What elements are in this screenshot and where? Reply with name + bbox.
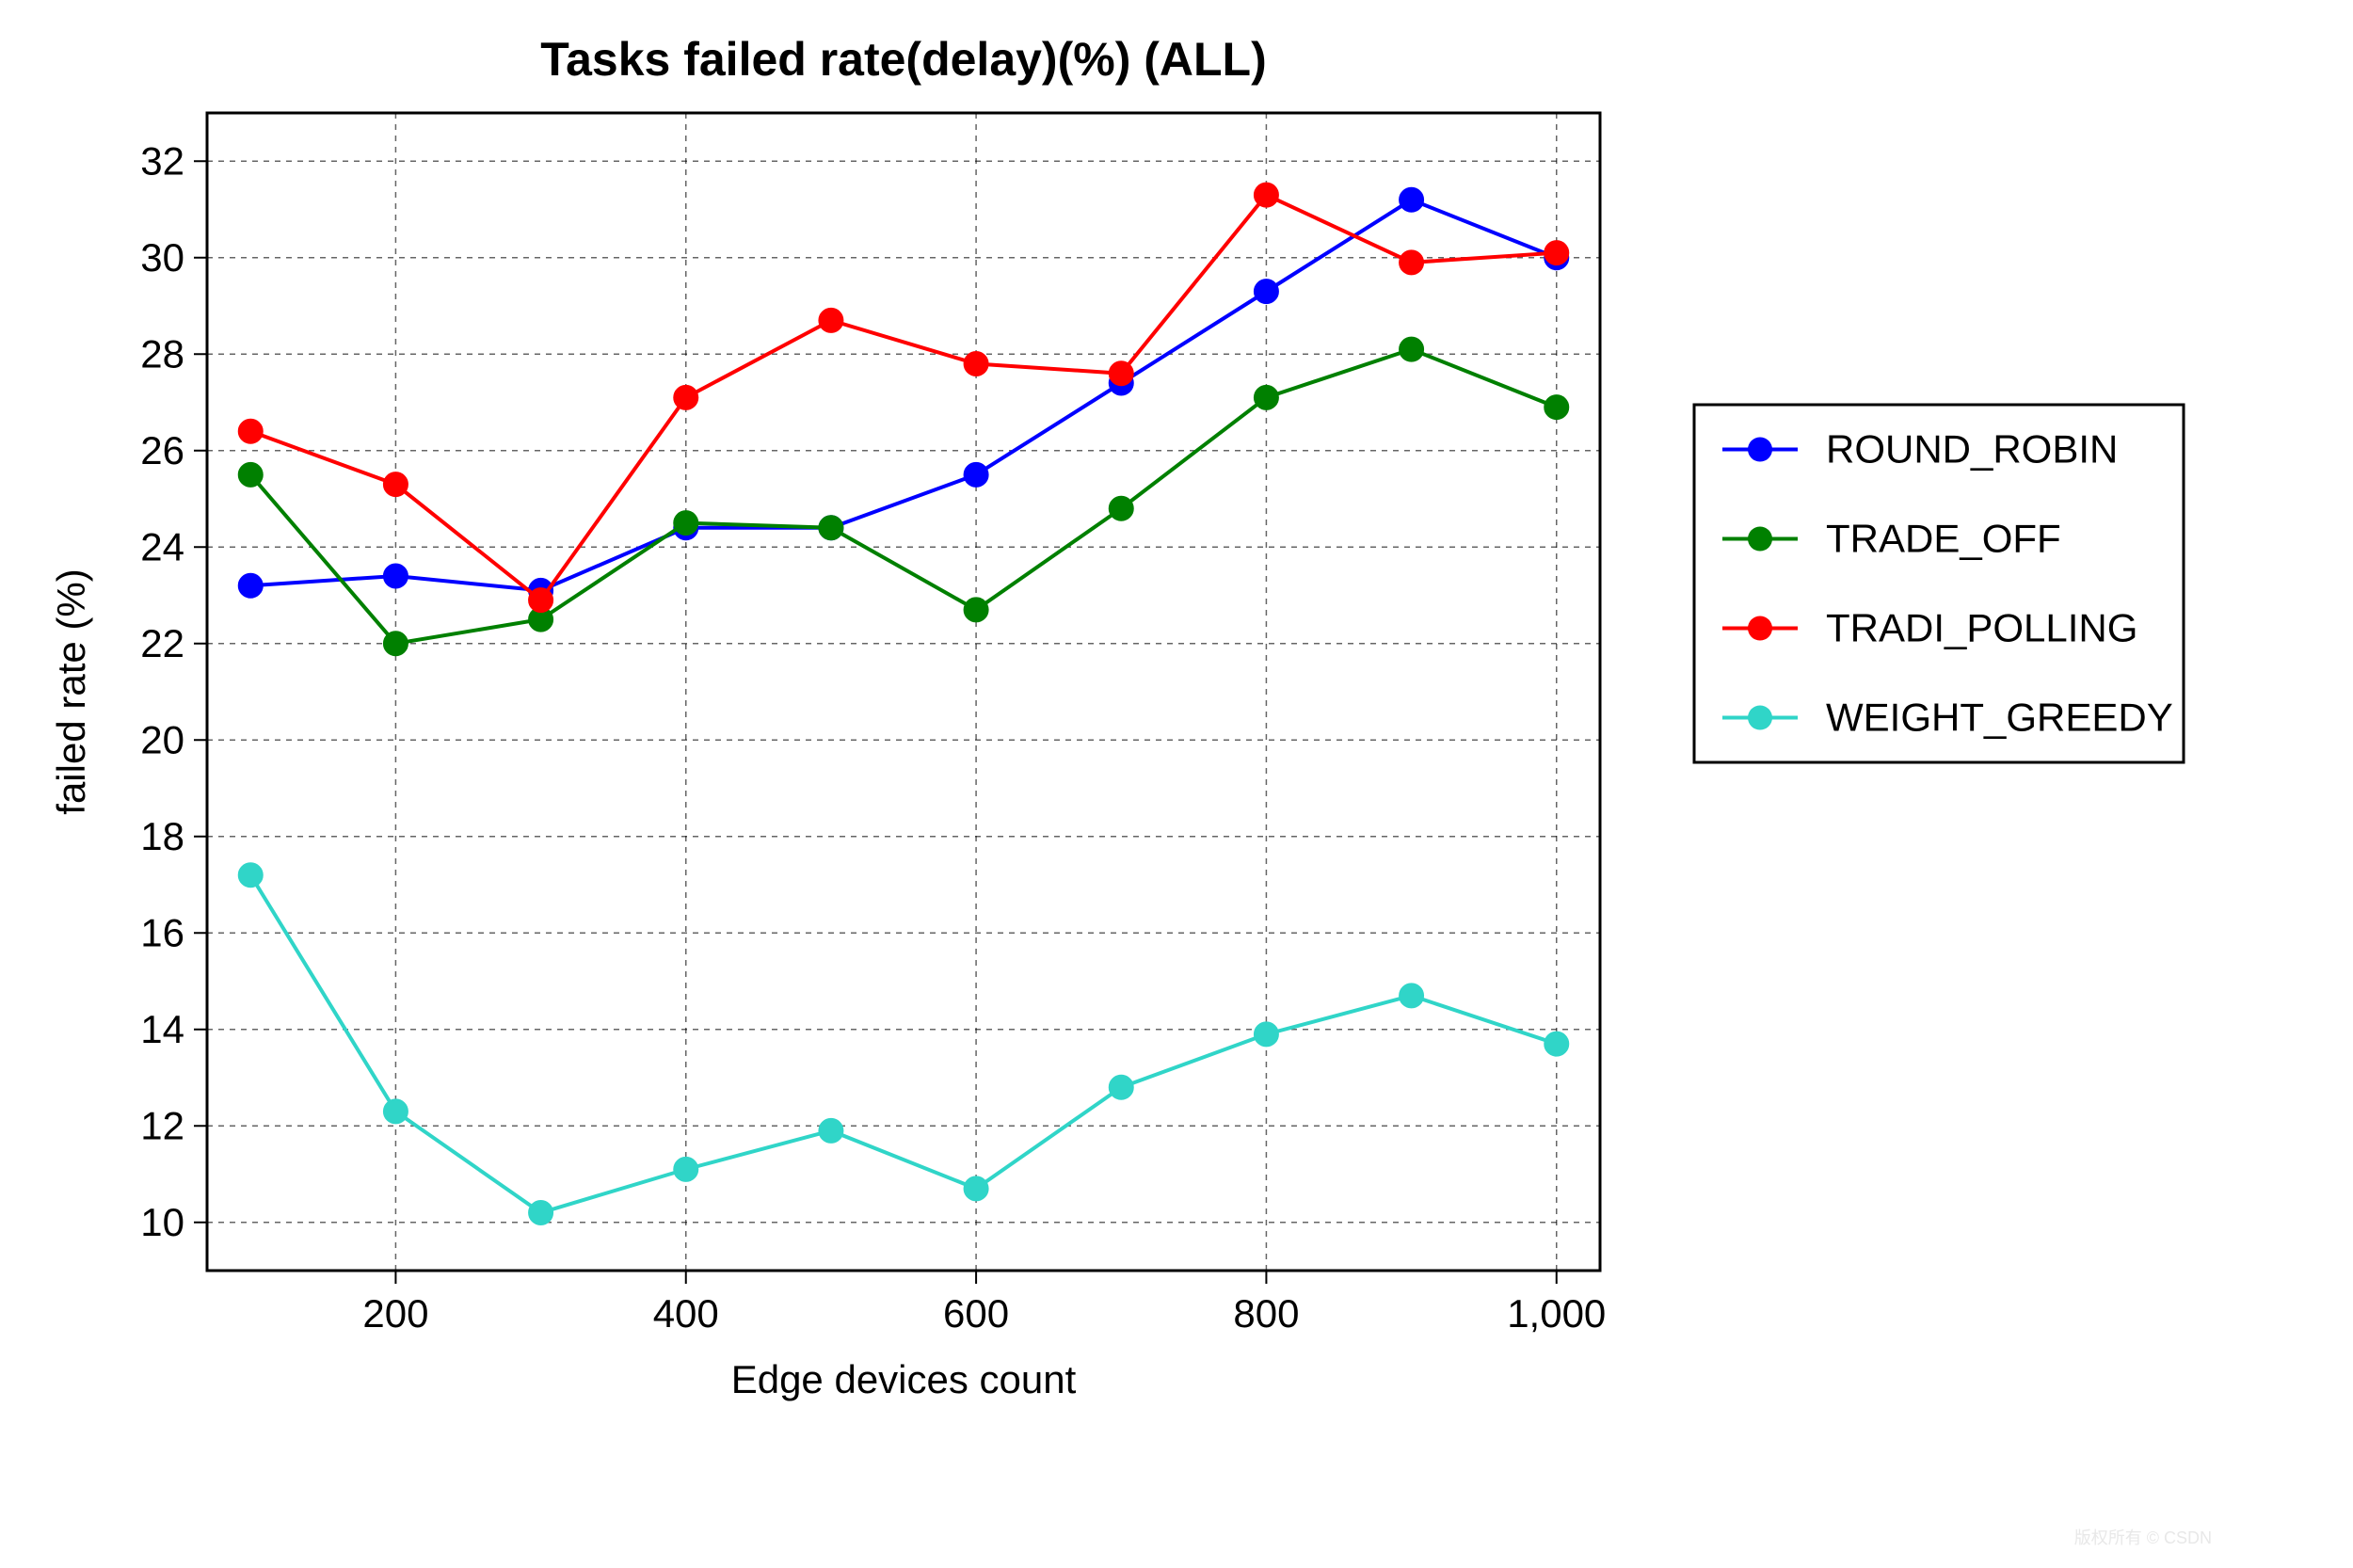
x-tick-label: 600: [943, 1291, 1009, 1336]
line-chart: Tasks failed rate(delay)(%) (ALL) 200 400 6…: [0, 0, 2353, 1568]
x-tick-label: 1,000: [1507, 1291, 1606, 1336]
series-marker: [1400, 984, 1424, 1008]
y-tick-label: 32: [140, 138, 184, 183]
series-marker: [964, 598, 988, 622]
y-tick-label: 12: [140, 1103, 184, 1147]
y-tick-label: 30: [140, 235, 184, 280]
x-tick-label: 200: [362, 1291, 428, 1336]
y-tick-label: 24: [140, 524, 184, 568]
series-marker: [674, 1157, 698, 1181]
series-marker: [964, 352, 988, 376]
series-marker: [238, 462, 263, 487]
series-marker: [964, 1176, 988, 1201]
legend-label: ROUND_ROBIN: [1826, 427, 2118, 472]
series-marker: [1254, 1022, 1278, 1047]
series-marker: [1109, 1075, 1133, 1099]
watermark: 版权所有 © CSDN: [2074, 1528, 2212, 1547]
legend-marker: [1748, 616, 1772, 641]
chart-container: Tasks failed rate(delay)(%) (ALL) 200 400 6…: [0, 0, 2353, 1568]
y-tick-label: 20: [140, 717, 184, 761]
y-tick-label: 26: [140, 428, 184, 472]
series-marker: [1254, 280, 1278, 304]
series-line: [250, 349, 1557, 644]
y-tick-label: 16: [140, 910, 184, 954]
series-marker: [1545, 241, 1569, 265]
series-marker: [674, 511, 698, 536]
series-line: [250, 200, 1557, 590]
series-marker: [1545, 1032, 1569, 1056]
series-marker: [674, 385, 698, 409]
series-marker: [238, 573, 263, 598]
x-axis-label: Edge devices count: [731, 1357, 1077, 1401]
series-marker: [1109, 361, 1133, 386]
y-tick-label: 18: [140, 814, 184, 858]
y-tick-label: 10: [140, 1200, 184, 1244]
series-marker: [238, 863, 263, 888]
series-marker: [964, 462, 988, 487]
series-line: [250, 195, 1557, 600]
series-marker: [383, 1099, 408, 1124]
plot-border: [207, 113, 1600, 1271]
series-marker: [238, 419, 263, 443]
y-axis-label: failed rate (%): [49, 568, 93, 814]
series-marker: [529, 1201, 553, 1225]
series-marker: [1400, 187, 1424, 212]
chart-title: Tasks failed rate(delay)(%) (ALL): [540, 33, 1266, 86]
series-marker: [1109, 496, 1133, 520]
legend-label: WEIGHT_GREEDY: [1826, 696, 2173, 740]
series-marker: [383, 472, 408, 497]
series-marker: [819, 1118, 843, 1143]
series-marker: [819, 308, 843, 332]
legend-label: TRADI_POLLING: [1826, 606, 2137, 650]
legend-marker: [1748, 527, 1772, 552]
legend-label: TRADE_OFF: [1826, 517, 2061, 561]
legend-marker: [1748, 438, 1772, 462]
series-marker: [1400, 337, 1424, 361]
legend-marker: [1748, 706, 1772, 730]
y-tick-label: 14: [140, 1007, 184, 1051]
series-marker: [529, 588, 553, 613]
series-marker: [1254, 183, 1278, 207]
series-marker: [1545, 395, 1569, 420]
series-marker: [383, 632, 408, 656]
series-marker: [1254, 385, 1278, 409]
y-tick-label: 22: [140, 621, 184, 665]
series-marker: [1400, 250, 1424, 275]
y-tick-label: 28: [140, 331, 184, 376]
series-line: [250, 875, 1557, 1213]
series-marker: [383, 564, 408, 588]
series-marker: [819, 516, 843, 540]
x-tick-label: 400: [653, 1291, 719, 1336]
x-tick-label: 800: [1233, 1291, 1299, 1336]
